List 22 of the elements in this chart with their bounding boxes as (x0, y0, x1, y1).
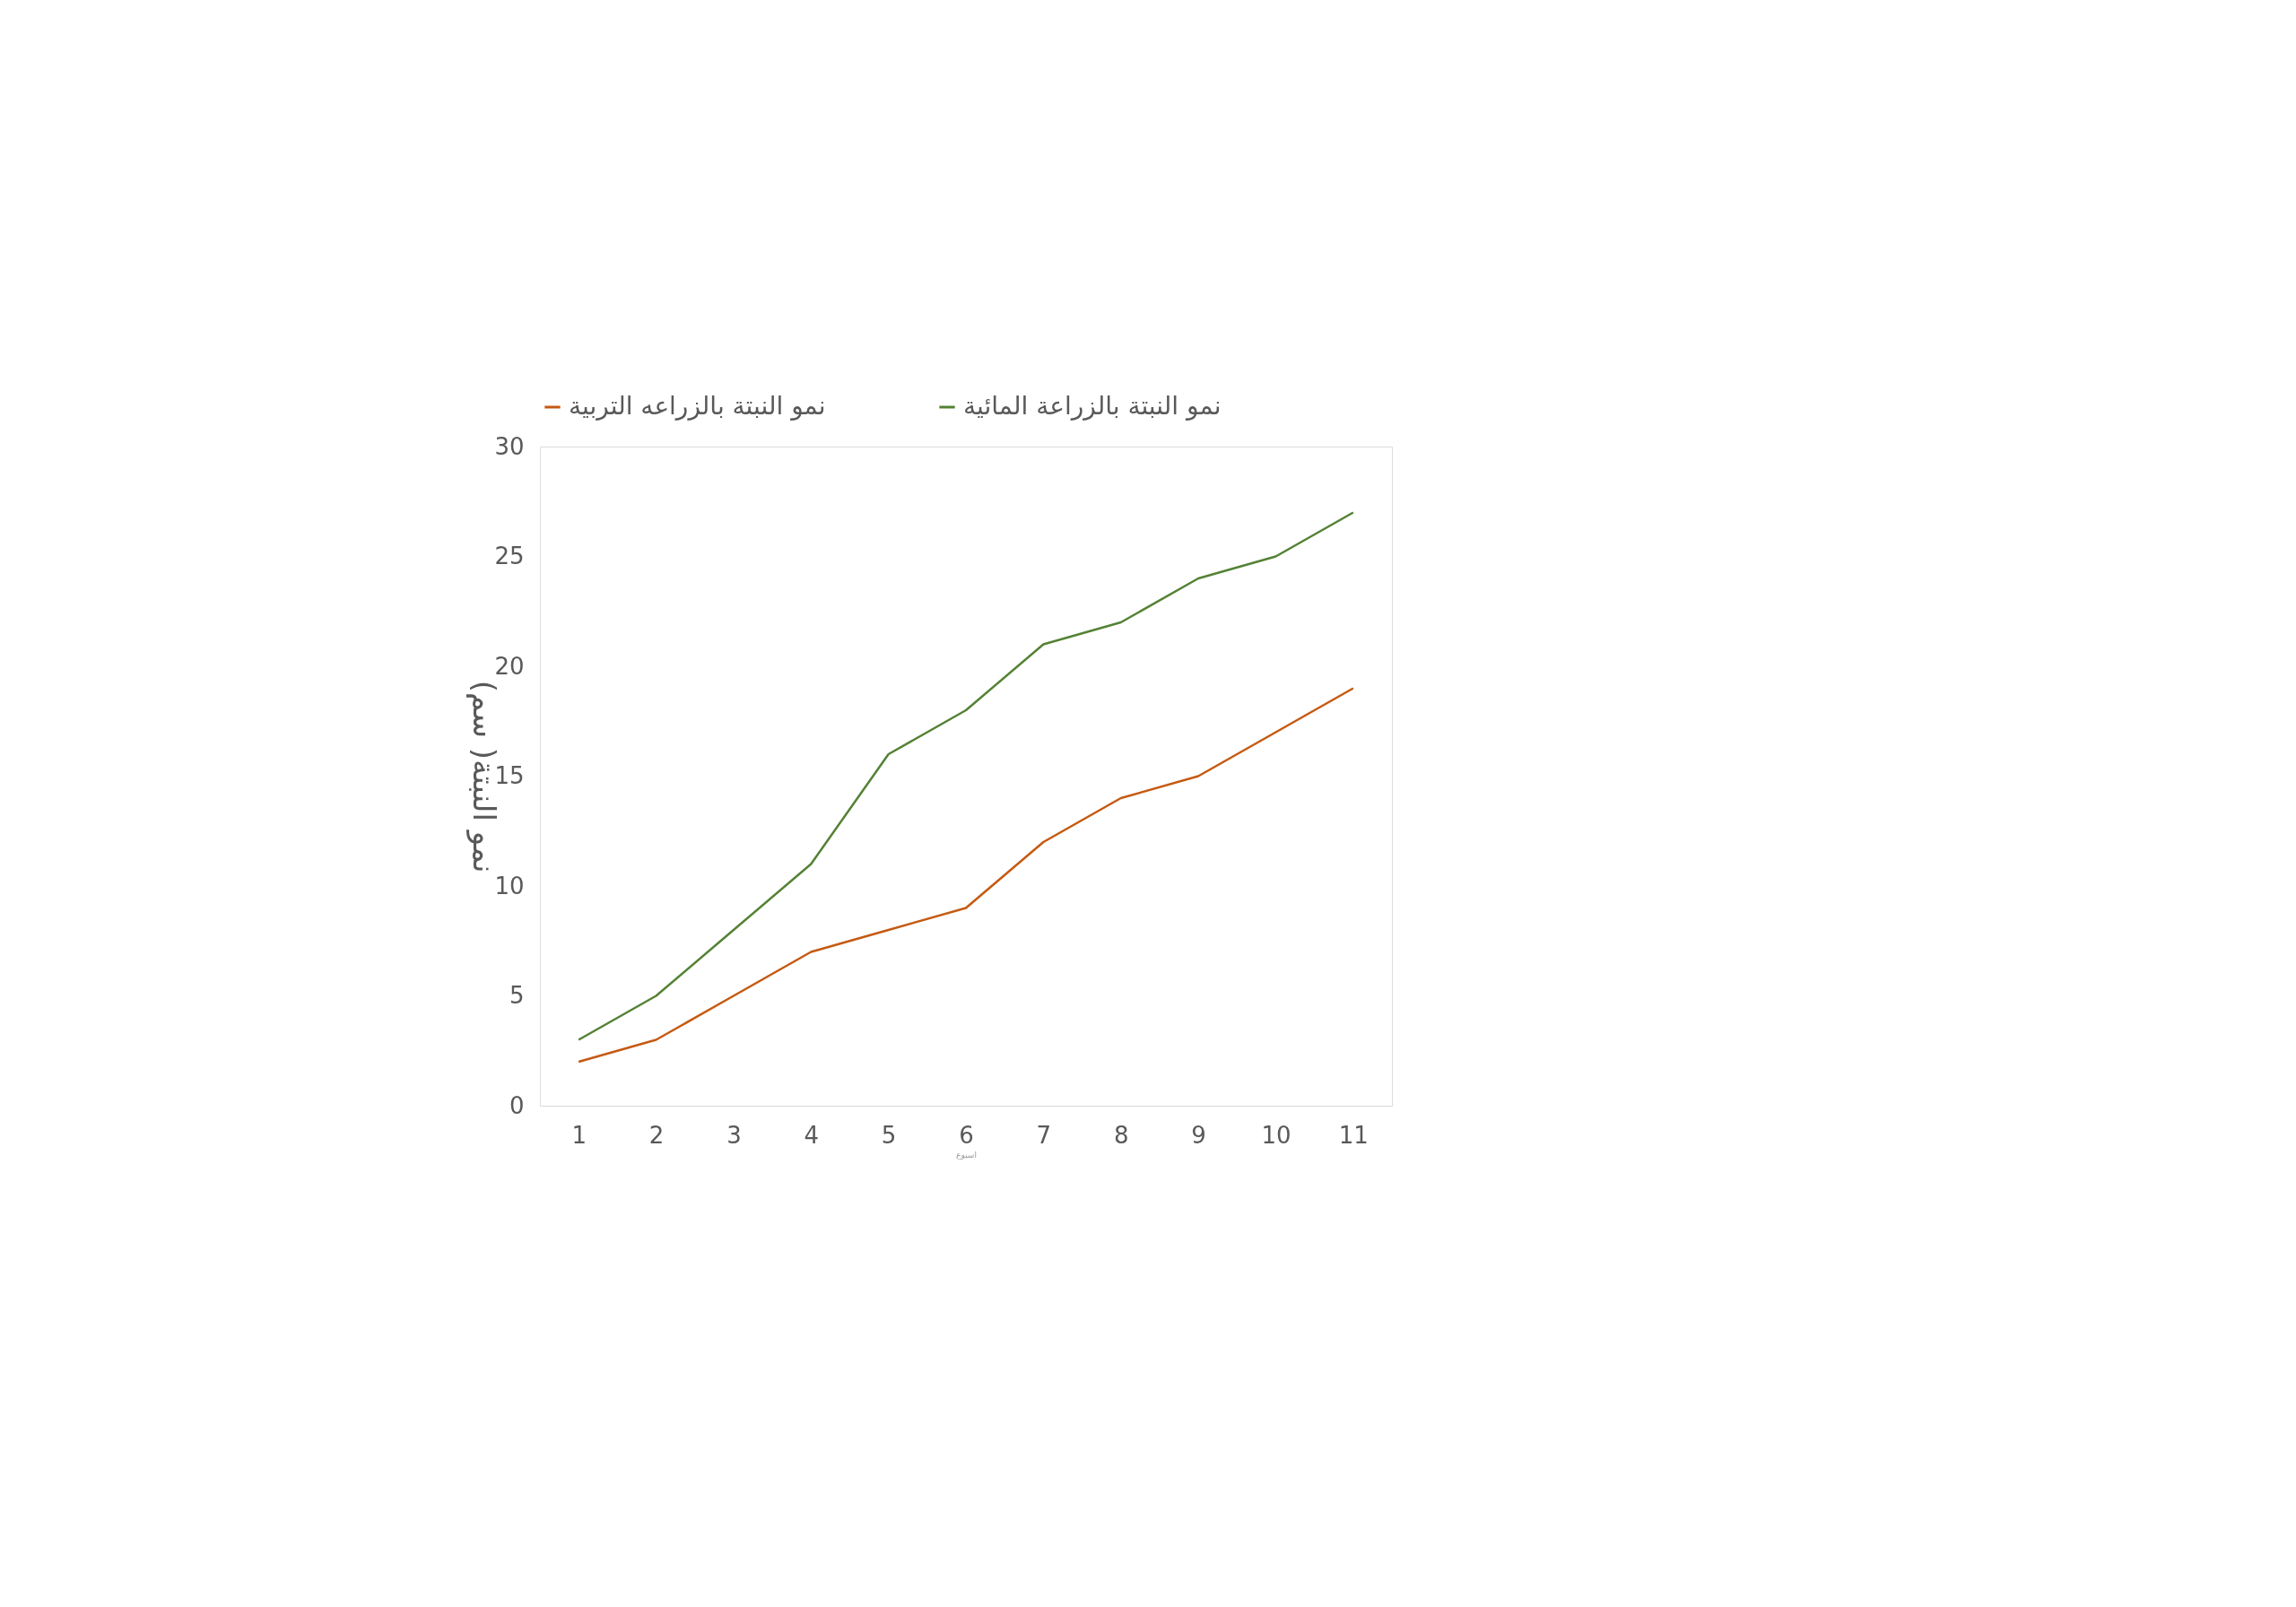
x-tick-label: 6 (959, 1121, 974, 1149)
x-tick-label: 1 (571, 1121, 587, 1149)
x-tick-label: 3 (726, 1121, 742, 1149)
x-tick-label: 4 (804, 1121, 820, 1149)
x-tick-label: 8 (1113, 1121, 1129, 1149)
legend-label: نمو النبتة بالزراعه التربية (569, 391, 826, 421)
y-tick-label: 0 (509, 1091, 525, 1119)
line-series (577, 511, 1355, 1041)
line-series (577, 687, 1355, 1064)
y-tick-label: 25 (494, 543, 525, 569)
y-tick-label: 30 (494, 432, 525, 460)
x-axis-title: اسبوع (956, 1150, 977, 1160)
y-tick-label: 10 (494, 872, 525, 899)
x-tick-label: 11 (1338, 1121, 1369, 1149)
x-tick-label: 9 (1191, 1121, 1206, 1149)
x-tick-label: 10 (1261, 1121, 1292, 1149)
y-tick-label: 5 (509, 982, 525, 1009)
x-tick-label: 7 (1036, 1121, 1052, 1149)
y-tick-label: 20 (494, 652, 525, 680)
x-tick-label: 2 (648, 1121, 665, 1149)
x-tick-label: 5 (881, 1121, 897, 1149)
legend-label: نمو النبتة بالزراعة المائية (963, 391, 1222, 421)
